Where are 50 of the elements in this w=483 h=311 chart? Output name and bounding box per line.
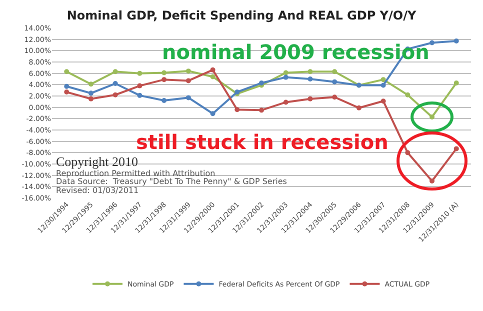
point	[380, 77, 386, 82]
point	[162, 70, 167, 76]
point	[454, 146, 459, 152]
point	[454, 80, 459, 86]
point	[380, 82, 386, 88]
point	[137, 70, 142, 76]
annotation: Revised: 01/03/2011	[56, 186, 139, 195]
point	[234, 107, 240, 112]
point	[210, 74, 216, 80]
point	[332, 69, 338, 74]
point	[112, 81, 118, 86]
point	[405, 150, 410, 156]
point	[405, 92, 410, 98]
point	[137, 92, 142, 98]
point	[64, 69, 70, 74]
point	[186, 95, 191, 100]
point	[430, 40, 435, 46]
point	[283, 74, 288, 80]
point	[210, 67, 216, 72]
point	[380, 98, 386, 104]
point	[283, 70, 288, 76]
annotation: Copyright 2010	[56, 154, 138, 169]
point	[88, 82, 94, 87]
point	[259, 80, 264, 86]
point	[308, 76, 313, 82]
point	[332, 94, 338, 100]
annotation: Data Source: Treasury "Debt To The Penny" & GDP Series	[56, 177, 287, 186]
point	[356, 105, 362, 110]
point	[162, 77, 167, 82]
point	[64, 90, 70, 95]
point	[454, 38, 459, 44]
annotation: Reproduction Permitted with Attribution	[56, 169, 216, 178]
point	[308, 69, 313, 74]
point	[88, 96, 94, 102]
point	[137, 83, 142, 88]
point	[430, 178, 435, 184]
annotation: still stuck in recession	[136, 130, 388, 154]
point	[259, 108, 264, 113]
point	[112, 92, 118, 98]
point	[308, 96, 313, 102]
point	[186, 78, 191, 84]
point	[88, 90, 94, 96]
point	[64, 84, 70, 89]
point	[162, 98, 167, 104]
point	[210, 111, 216, 116]
point	[186, 68, 191, 74]
point	[112, 69, 118, 74]
point	[283, 100, 288, 105]
point	[332, 79, 338, 84]
chart-title: Nominal GDP, Deficit Spending And REAL GDP Y/O/Y	[66, 8, 416, 22]
